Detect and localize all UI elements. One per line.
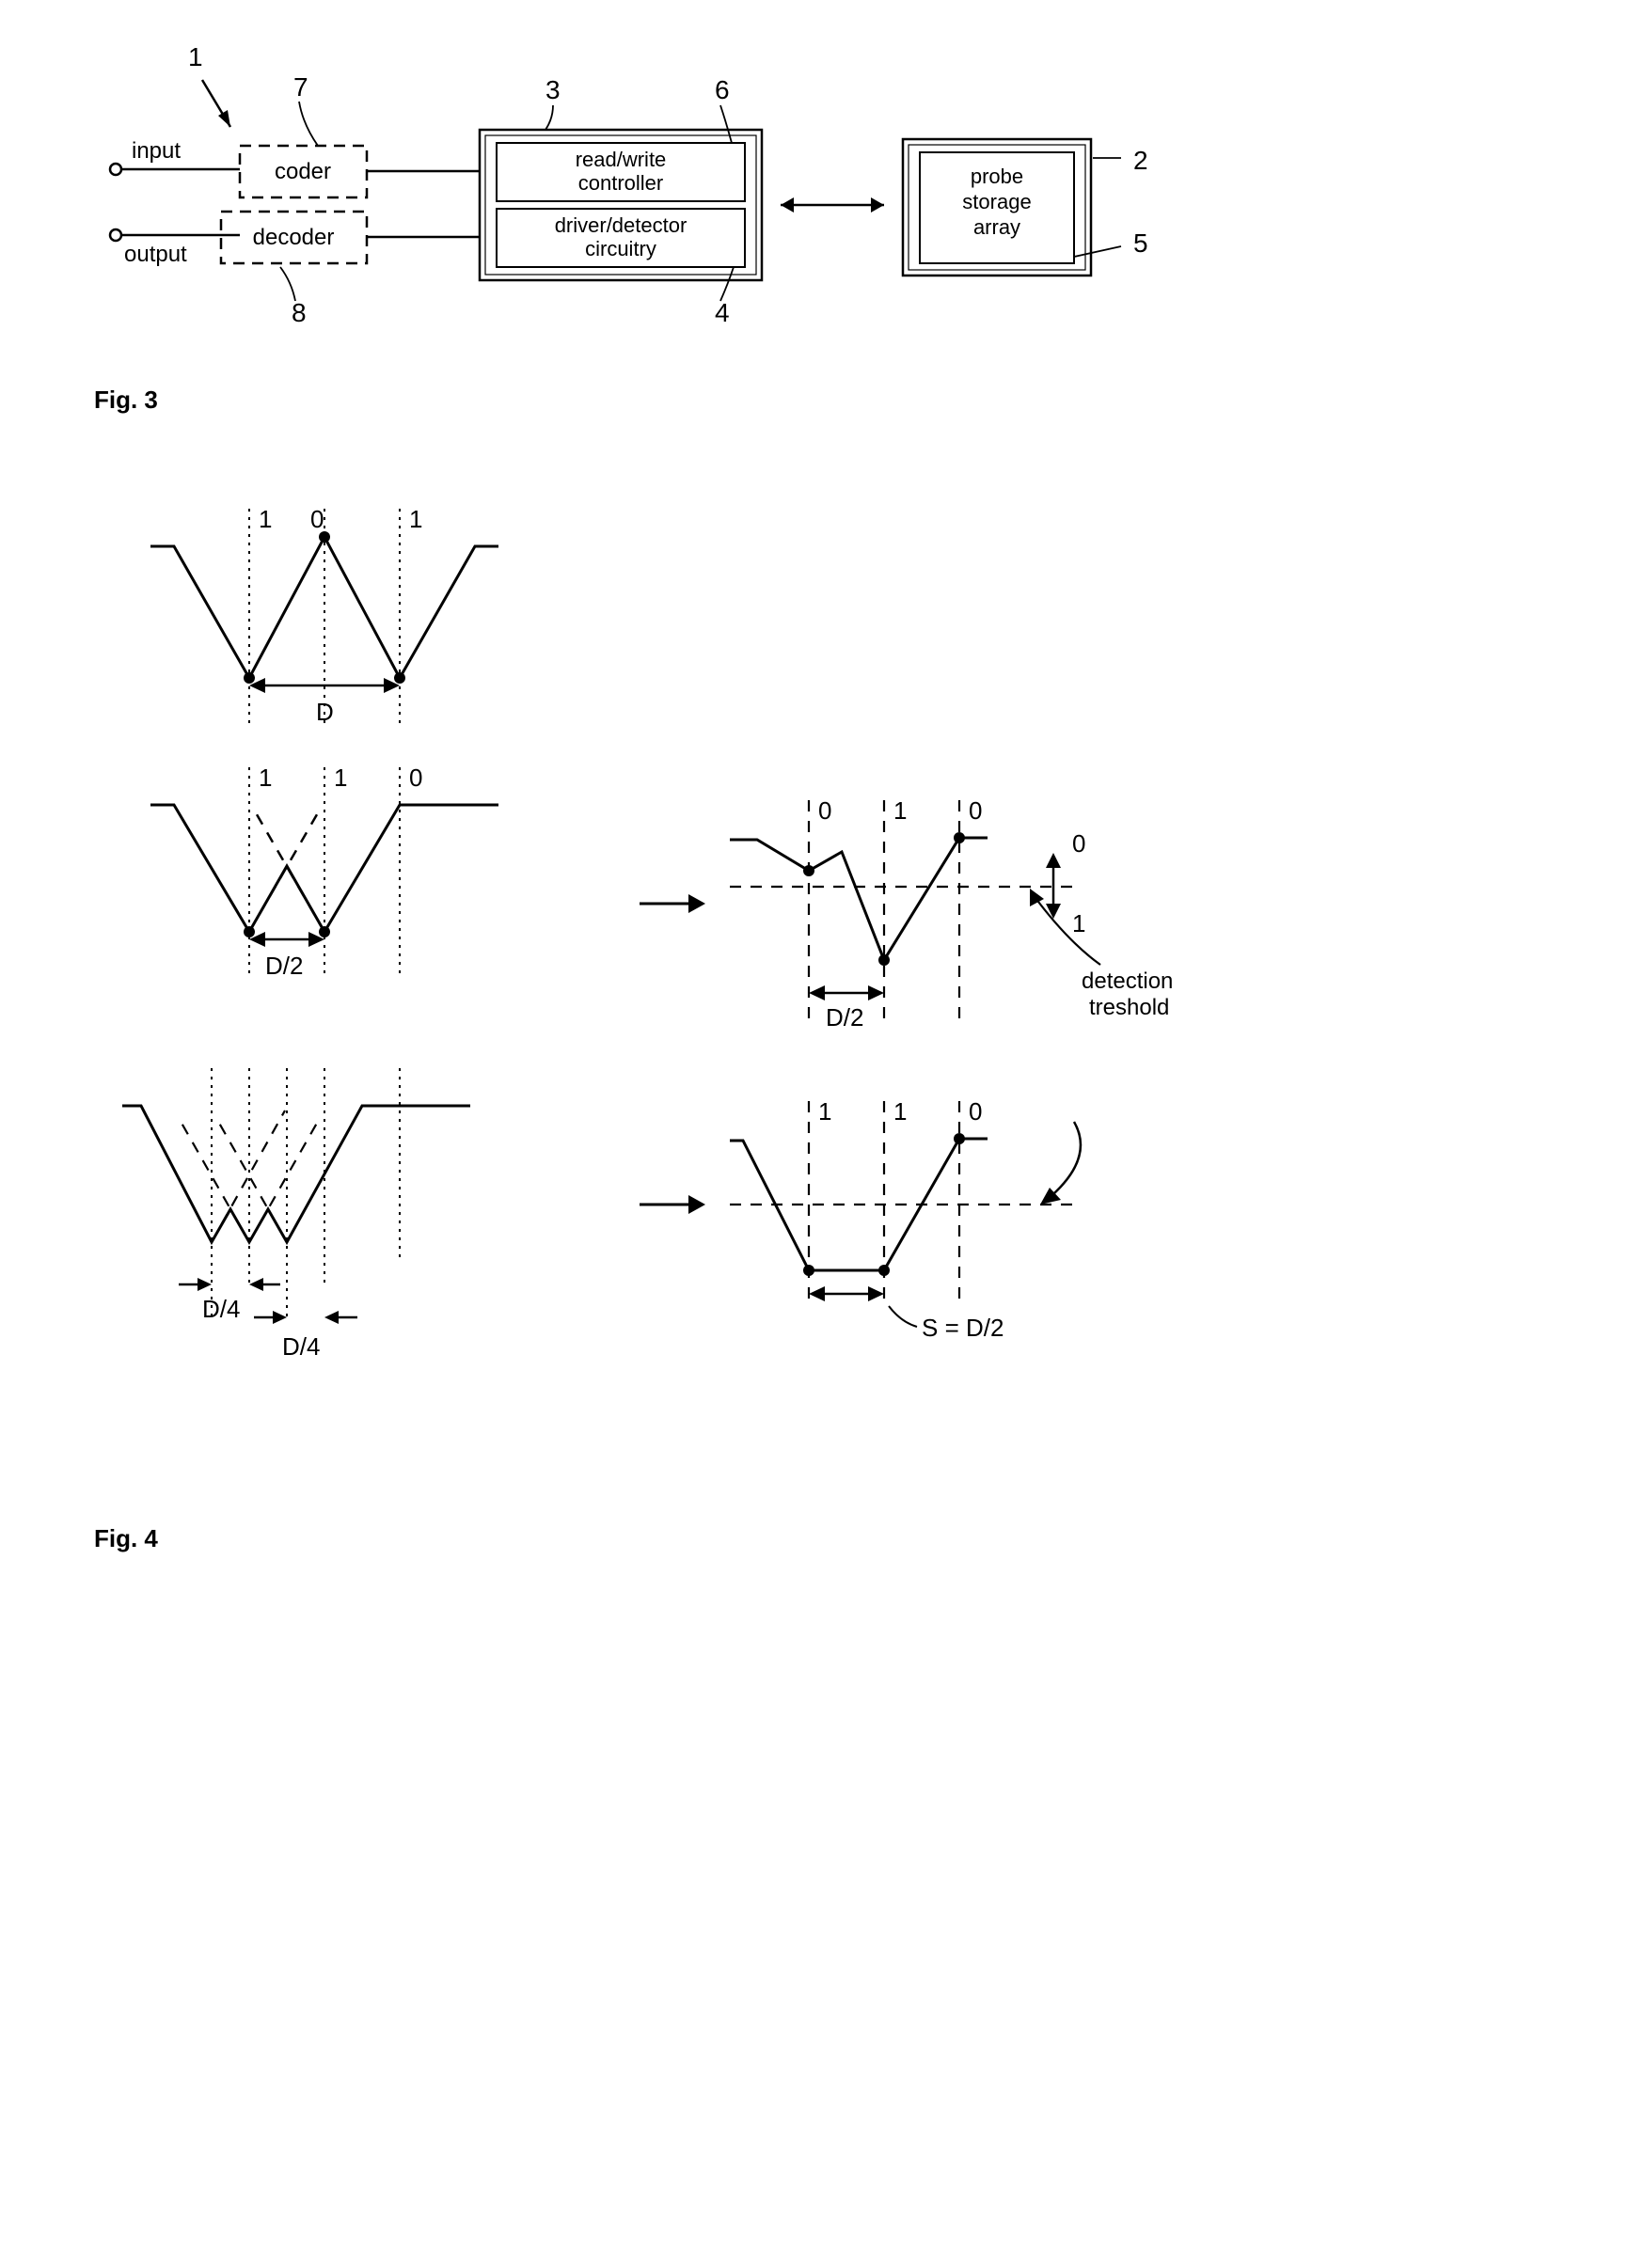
fig3-label: Fig. 3 bbox=[94, 386, 1590, 415]
fig4-top-bit-0: 1 bbox=[259, 505, 272, 533]
fig4-right-D2: D/2 bbox=[826, 1003, 863, 1032]
fig4-rb-bit-2: 0 bbox=[969, 1097, 982, 1126]
callout-7: 7 bbox=[293, 72, 308, 102]
fig4-mid-bit-0: 1 bbox=[259, 764, 272, 792]
fig4-right-S: S = D/2 bbox=[922, 1314, 1004, 1342]
coder-label: coder bbox=[275, 159, 331, 184]
fig4-dim-D4-right: D/4 bbox=[282, 1332, 320, 1361]
callout-8: 8 bbox=[292, 298, 307, 327]
callout-4: 4 bbox=[715, 298, 730, 327]
fig4-top-bit-2: 1 bbox=[409, 505, 422, 533]
fig4-threshold-0: 0 bbox=[1072, 829, 1085, 858]
fig4-label: Fig. 4 bbox=[94, 1524, 1590, 1553]
output-label: output bbox=[124, 242, 187, 267]
input-label: input bbox=[132, 138, 181, 164]
fig4-mid-bit-2: 0 bbox=[409, 764, 422, 792]
fig4-detection-line2: treshold bbox=[1089, 995, 1169, 1020]
probe-label-line1: probe bbox=[971, 165, 1023, 188]
callout-2: 2 bbox=[1133, 146, 1148, 175]
fig3-svg: 1 input output coder decoder 7 8 read/wr… bbox=[38, 38, 1166, 376]
driver-detector-line1: driver/detector bbox=[555, 213, 688, 237]
callout-6: 6 bbox=[715, 75, 730, 104]
fig4-rb-bit-0: 1 bbox=[818, 1097, 831, 1126]
fig4-threshold-1: 1 bbox=[1072, 909, 1085, 937]
probe-label-line3: array bbox=[973, 215, 1020, 239]
fig4-top-bit-1: 0 bbox=[310, 505, 324, 533]
callout-1: 1 bbox=[188, 42, 203, 71]
driver-detector-line2: circuitry bbox=[585, 237, 656, 260]
fig4-rb-bit-1: 1 bbox=[893, 1097, 907, 1126]
fig4-rt-bit-0: 0 bbox=[818, 796, 831, 825]
fig4-rt-bit-2: 0 bbox=[969, 796, 982, 825]
rw-controller-line1: read/write bbox=[576, 148, 667, 171]
fig4-rt-bit-1: 1 bbox=[893, 796, 907, 825]
decoder-label: decoder bbox=[253, 225, 335, 250]
fig4-dim-D2: D/2 bbox=[265, 952, 303, 980]
fig4-dim-D4-left: D/4 bbox=[202, 1295, 240, 1323]
fig4-mid-bit-1: 1 bbox=[334, 764, 347, 792]
rw-controller-line2: controller bbox=[578, 171, 663, 195]
fig4-svg: 1 0 1 D 1 1 0 D/2 bbox=[38, 480, 1260, 1515]
callout-5: 5 bbox=[1133, 228, 1148, 258]
callout-3: 3 bbox=[545, 75, 561, 104]
fig4-detection-line1: detection bbox=[1082, 969, 1173, 994]
probe-label-line2: storage bbox=[962, 190, 1031, 213]
fig4-dim-D: D bbox=[316, 698, 334, 726]
